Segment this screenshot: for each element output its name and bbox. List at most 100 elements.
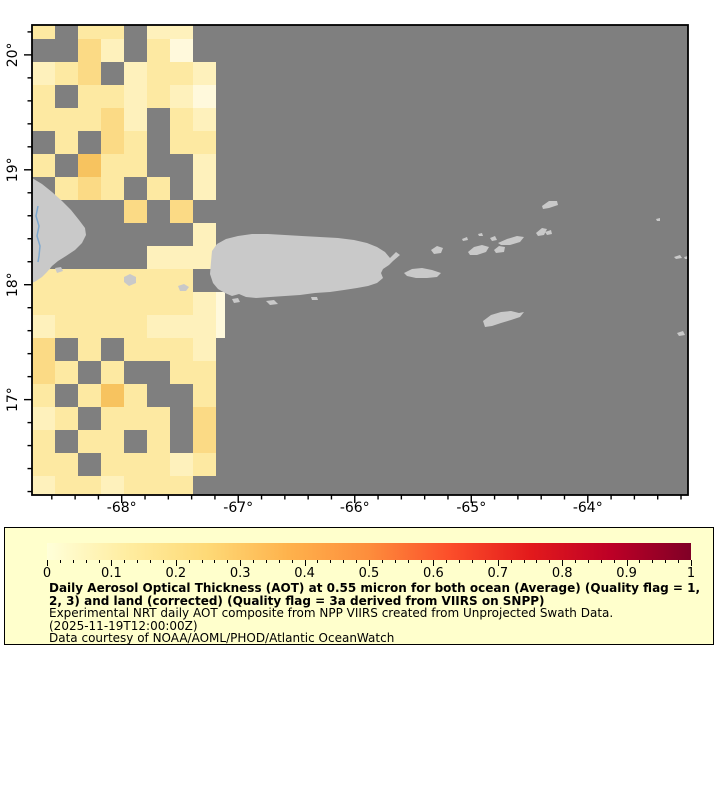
colorbar-minor-tick	[201, 560, 203, 563]
aot-cell	[32, 292, 55, 315]
colorbar-tick-label: 0.7	[487, 566, 509, 581]
aot-cell	[193, 407, 216, 430]
aot-cell	[193, 315, 216, 338]
y-tick-label: 20°	[5, 42, 21, 67]
colorbar-minor-tick	[253, 560, 255, 563]
aot-cell	[55, 476, 78, 495]
culebra-landmass	[431, 246, 443, 254]
aot-cell	[170, 62, 193, 85]
y-tick-label: 19°	[5, 157, 21, 182]
outer-cay-islet	[462, 237, 468, 241]
aot-cell	[193, 453, 216, 476]
aot-cell	[124, 154, 147, 177]
colorbar-tick-label: 0.3	[229, 566, 251, 581]
aot-cell	[32, 407, 55, 430]
aot-cell	[78, 430, 101, 453]
tortola-landmass	[498, 236, 524, 245]
aot-cell	[55, 269, 78, 292]
aot-cell	[170, 361, 193, 384]
aot-raster-cells	[32, 25, 225, 495]
aot-cell	[78, 292, 101, 315]
aot-cell	[170, 246, 193, 269]
aot-cell	[32, 430, 55, 453]
x-tick-label: -64°	[573, 500, 603, 516]
hispaniola-river-line	[35, 205, 41, 263]
colorbar-minor-tick	[510, 560, 512, 563]
colorbar-minor-tick	[150, 560, 152, 563]
colorbar-minor-tick	[188, 560, 190, 563]
colorbar-major-tick	[562, 560, 564, 566]
puerto-rico-landmass	[210, 234, 400, 298]
aot-cell	[78, 338, 101, 361]
aot-cell	[124, 315, 147, 338]
aot-cell	[170, 453, 193, 476]
legend-credit: Data courtesy of NOAA/AOML/PHOD/Atlantic…	[49, 631, 395, 646]
aot-cell	[32, 85, 55, 108]
colorbar-major-tick	[175, 560, 177, 566]
colorbar-minor-tick	[291, 560, 293, 563]
aot-cell	[78, 384, 101, 407]
colorbar-minor-tick	[446, 560, 448, 563]
south-coast-islet-2	[311, 297, 318, 300]
colorbar-minor-tick	[227, 560, 229, 563]
aot-cell	[147, 85, 170, 108]
virgin-gorda-landmass	[536, 228, 547, 236]
aot-cell	[32, 476, 55, 495]
colorbar-minor-tick	[394, 560, 396, 563]
aot-cell	[124, 200, 147, 223]
aot-cell	[124, 62, 147, 85]
aot-cell	[32, 25, 55, 39]
colorbar-major-tick	[304, 560, 306, 566]
aot-cell	[101, 131, 124, 154]
aot-cell	[101, 154, 124, 177]
aot-cell	[78, 177, 101, 200]
aot-cell	[101, 85, 124, 108]
aot-cell	[193, 223, 216, 246]
colorbar-minor-tick	[98, 560, 100, 563]
aot-cell	[147, 25, 170, 39]
aot-cell	[193, 430, 216, 453]
colorbar-tick-label: 1	[686, 566, 696, 581]
aot-cell	[124, 108, 147, 131]
aot-cell	[101, 430, 124, 453]
coastal-islet	[55, 267, 63, 273]
aot-cell	[147, 62, 170, 85]
colorbar-minor-tick	[600, 560, 602, 563]
colorbar-major-tick	[433, 560, 435, 566]
aot-cell	[216, 315, 225, 338]
colorbar-tick-label: 0.6	[423, 566, 444, 581]
aot-cell	[147, 177, 170, 200]
anegada-landmass	[542, 201, 558, 209]
south-coast-islet	[232, 298, 240, 303]
st-martin-islet-landmass	[684, 256, 688, 259]
aot-cell	[170, 315, 193, 338]
legend-timestamp: (2025-11-19T12:00:00Z)	[49, 618, 198, 633]
aot-cell	[124, 85, 147, 108]
colorbar-major-tick	[497, 560, 499, 566]
aot-cell	[78, 62, 101, 85]
aot-cell	[147, 292, 170, 315]
aot-cell	[124, 292, 147, 315]
colorbar-major-tick	[369, 560, 370, 566]
aot-cell	[147, 453, 170, 476]
colorbar-minor-tick	[523, 560, 525, 563]
aot-cell	[147, 269, 170, 292]
aot-cell	[193, 292, 216, 315]
x-tick-label: -68°	[107, 500, 137, 516]
aot-cell	[170, 131, 193, 154]
aot-cell	[101, 407, 124, 430]
colorbar-tick-label: 0.1	[101, 566, 122, 581]
aot-cell	[101, 39, 124, 62]
st-john-landmass	[494, 246, 505, 253]
vieques-landmass	[404, 268, 441, 278]
aot-cell	[147, 338, 170, 361]
aot-cell	[193, 246, 216, 269]
aot-cell	[32, 361, 55, 384]
aot-cell	[170, 476, 193, 495]
aot-cell	[193, 154, 216, 177]
colorbar-minor-tick	[407, 560, 409, 563]
aot-cell	[55, 108, 78, 131]
colorbar-minor-tick	[420, 560, 422, 563]
aot-cell	[170, 85, 193, 108]
